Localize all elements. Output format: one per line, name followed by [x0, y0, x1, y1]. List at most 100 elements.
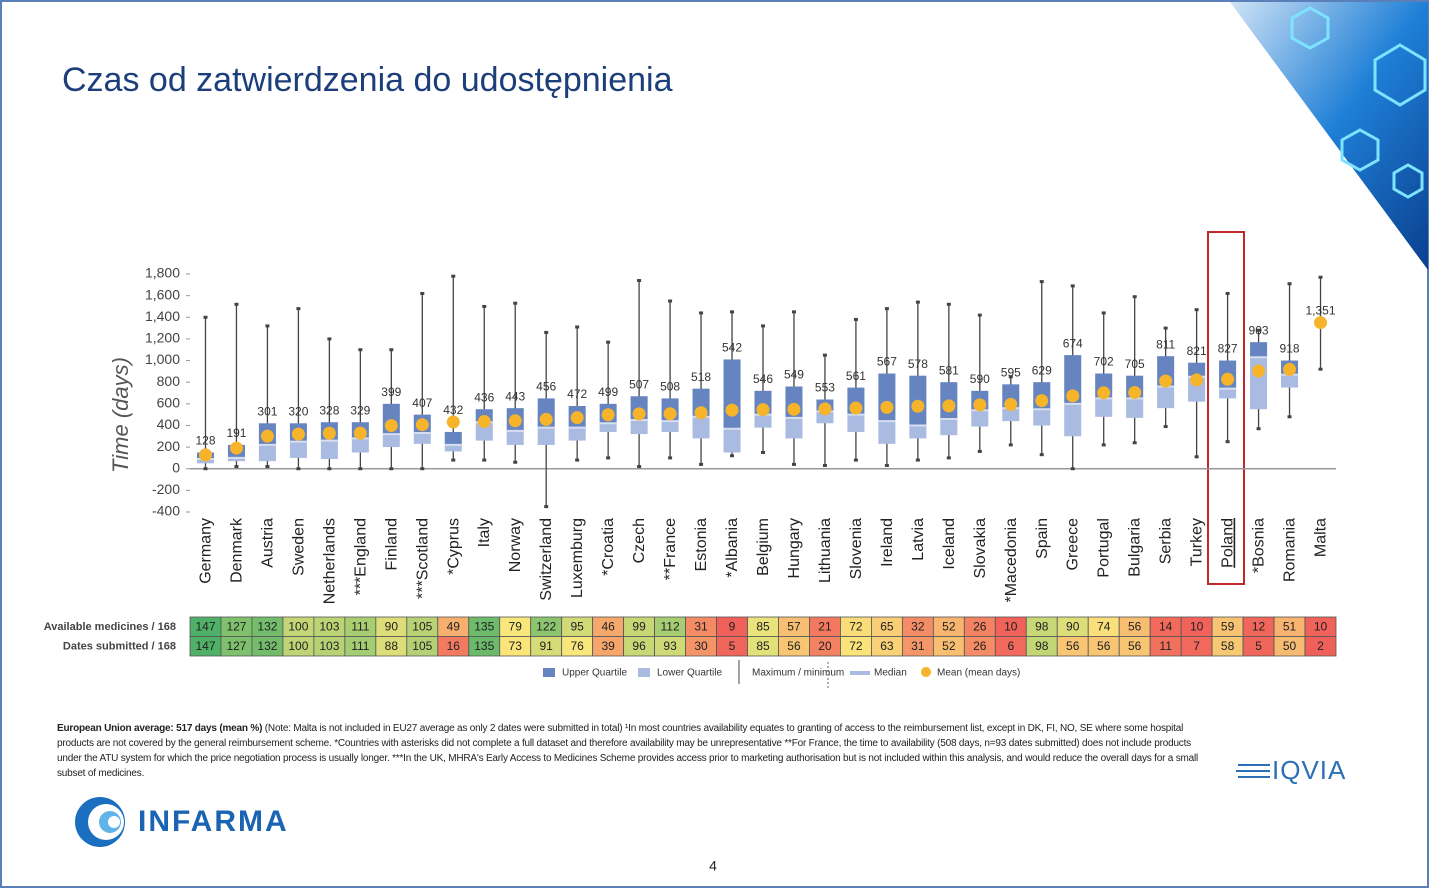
mean-label: 549 [784, 368, 804, 382]
y-tick-label: 1,200 [145, 330, 180, 346]
x-tick-label: Poland [1220, 518, 1237, 568]
x-tick-label: Slovakia [972, 518, 989, 579]
x-tick-label: Spain [1034, 518, 1051, 559]
mean [1004, 397, 1018, 411]
y-tick-label: 1,600 [145, 286, 180, 302]
mean-label: 546 [753, 372, 773, 386]
lower-quartile [1157, 386, 1175, 409]
mean [725, 403, 739, 417]
y-tick-label: 200 [157, 438, 181, 454]
lower-quartile [754, 414, 772, 428]
table-value: 10 [1190, 620, 1204, 634]
legend-mean [921, 667, 931, 677]
mean [198, 448, 212, 462]
mean-label: 590 [970, 372, 990, 386]
table-value: 11 [1159, 639, 1172, 653]
y-tick-label: 1,400 [145, 308, 180, 324]
table-value: 51 [1283, 620, 1297, 634]
table-value: 103 [319, 620, 339, 634]
table-value: 135 [474, 620, 494, 634]
mean-label: 301 [257, 404, 277, 418]
iqvia-logo: IQVIA [1236, 755, 1345, 785]
x-tick-label: Italy [476, 518, 493, 547]
table-value: 100 [288, 620, 308, 634]
x-tick-label: Luxemburg [569, 518, 586, 598]
table-value: 85 [756, 639, 770, 653]
x-tick-label: Denmark [228, 517, 245, 583]
mean [384, 419, 398, 433]
table-value: 72 [849, 639, 863, 653]
lower-quartile [227, 457, 245, 462]
table-value: 132 [257, 639, 277, 653]
table-value: 21 [818, 620, 832, 634]
mean-label: 578 [908, 357, 928, 371]
lower-quartile [320, 440, 338, 459]
x-tick-label: Switzerland [538, 518, 555, 601]
x-tick-label: Czech [631, 518, 648, 563]
lower-quartile [506, 430, 524, 445]
infarma-logo: INFARMA [75, 797, 287, 847]
y-tick-label: -200 [152, 481, 180, 497]
y-tick-label: 600 [157, 395, 181, 411]
mean [1066, 389, 1080, 403]
mean [570, 411, 584, 425]
mean [539, 412, 553, 426]
lower-quartile [1033, 409, 1051, 426]
mean [508, 414, 522, 428]
lower-quartile [1064, 403, 1082, 437]
lower-quartile [382, 434, 400, 448]
table-value: 100 [288, 639, 308, 653]
mean-label: 674 [1063, 336, 1083, 350]
table-value: 74 [1097, 620, 1111, 634]
mean-label: 702 [1094, 355, 1114, 369]
mean [1128, 385, 1142, 399]
table-value: 50 [1283, 639, 1297, 653]
table-value: 49 [447, 620, 461, 634]
lower-quartile [878, 421, 896, 444]
mean-label: 542 [722, 341, 742, 355]
table-value: 96 [632, 639, 646, 653]
mean-label: 561 [846, 369, 866, 383]
table-value: 65 [880, 620, 894, 634]
table-value: 12 [1252, 620, 1266, 634]
mean [260, 429, 274, 443]
table-value: 93 [663, 639, 677, 653]
x-tick-label: Finland [383, 518, 400, 570]
mean [1097, 386, 1111, 400]
table-value: 147 [195, 639, 215, 653]
table-value: 5 [1255, 639, 1262, 653]
mean-label: 443 [505, 389, 525, 403]
x-tick-label: Lithuania [817, 518, 834, 583]
x-tick-label: Serbia [1158, 518, 1175, 564]
legend-swatch-lower [638, 668, 650, 677]
legend-label: Upper Quartile [562, 668, 627, 679]
table-value: 72 [849, 620, 863, 634]
x-tick-label: Iceland [941, 518, 958, 570]
table-value: 132 [257, 620, 277, 634]
mean [322, 426, 336, 440]
footnote: European Union average: 517 days (mean %… [57, 721, 1207, 781]
legend-swatch-upper [543, 668, 555, 677]
mean-label: 328 [319, 403, 339, 417]
table-value: 10 [1004, 620, 1018, 634]
mean-label: 507 [629, 377, 649, 391]
table-value: 59 [1221, 620, 1235, 634]
table-value: 73 [509, 639, 523, 653]
table-value: 147 [195, 620, 215, 634]
x-tick-label: ***Scotland [414, 518, 431, 599]
x-tick-label: Norway [507, 518, 524, 572]
legend-label: Median [874, 668, 907, 679]
footnote-bold: European Union average: 517 days (mean %… [57, 723, 263, 734]
table-value: 112 [661, 620, 680, 634]
x-tick-label: Bulgaria [1127, 518, 1144, 577]
x-tick-label: *Albania [724, 518, 741, 578]
lower-quartile [351, 438, 369, 453]
upper-quartile [1250, 342, 1268, 358]
highlight-box [1207, 231, 1245, 585]
mean-label: 827 [1218, 342, 1238, 356]
legend-label: Maximum / minimum [752, 668, 844, 679]
mean [911, 399, 925, 413]
mean [663, 407, 677, 421]
upper-quartile [444, 431, 462, 445]
